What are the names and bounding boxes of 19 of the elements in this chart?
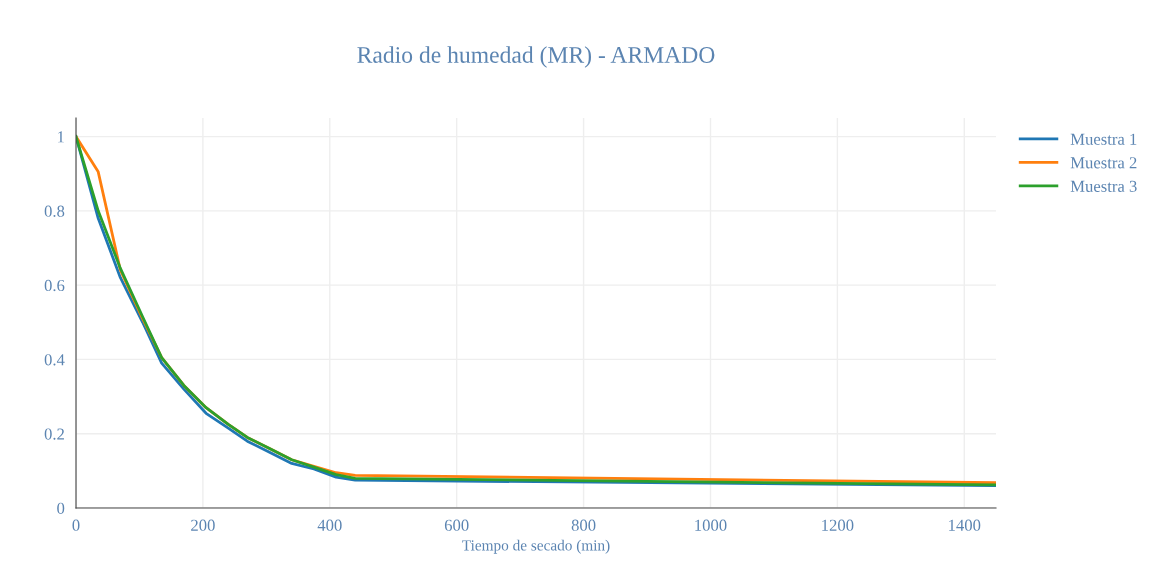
y-tick-label: 0 <box>57 502 65 514</box>
chart-title: Radio de humedad (MR) - ARMADO <box>357 46 715 68</box>
y-tick-label: 0.2 <box>44 428 64 440</box>
x-tick-label: 600 <box>444 519 469 531</box>
x-tick-label: 1400 <box>949 519 981 531</box>
legend-label: Muestra 3 <box>1070 180 1137 192</box>
x-tick-label: 0 <box>72 519 80 531</box>
legend-label: Muestra 1 <box>1070 133 1137 145</box>
y-tick-label: 0.6 <box>44 279 65 292</box>
x-axis-title: Tiempo de secado (min) <box>462 539 610 554</box>
y-tick-label: 0.4 <box>44 354 65 366</box>
x-tick-label: 1200 <box>822 519 854 531</box>
legend-label: Muestra 2 <box>1070 157 1137 169</box>
x-tick-label: 800 <box>571 519 596 531</box>
x-tick-label: 400 <box>317 519 342 531</box>
y-tick-label: 0.8 <box>44 205 65 217</box>
x-tick-label: 200 <box>191 519 215 531</box>
x-tick-label: 1000 <box>695 519 727 531</box>
y-tick-label: 1 <box>58 131 64 143</box>
